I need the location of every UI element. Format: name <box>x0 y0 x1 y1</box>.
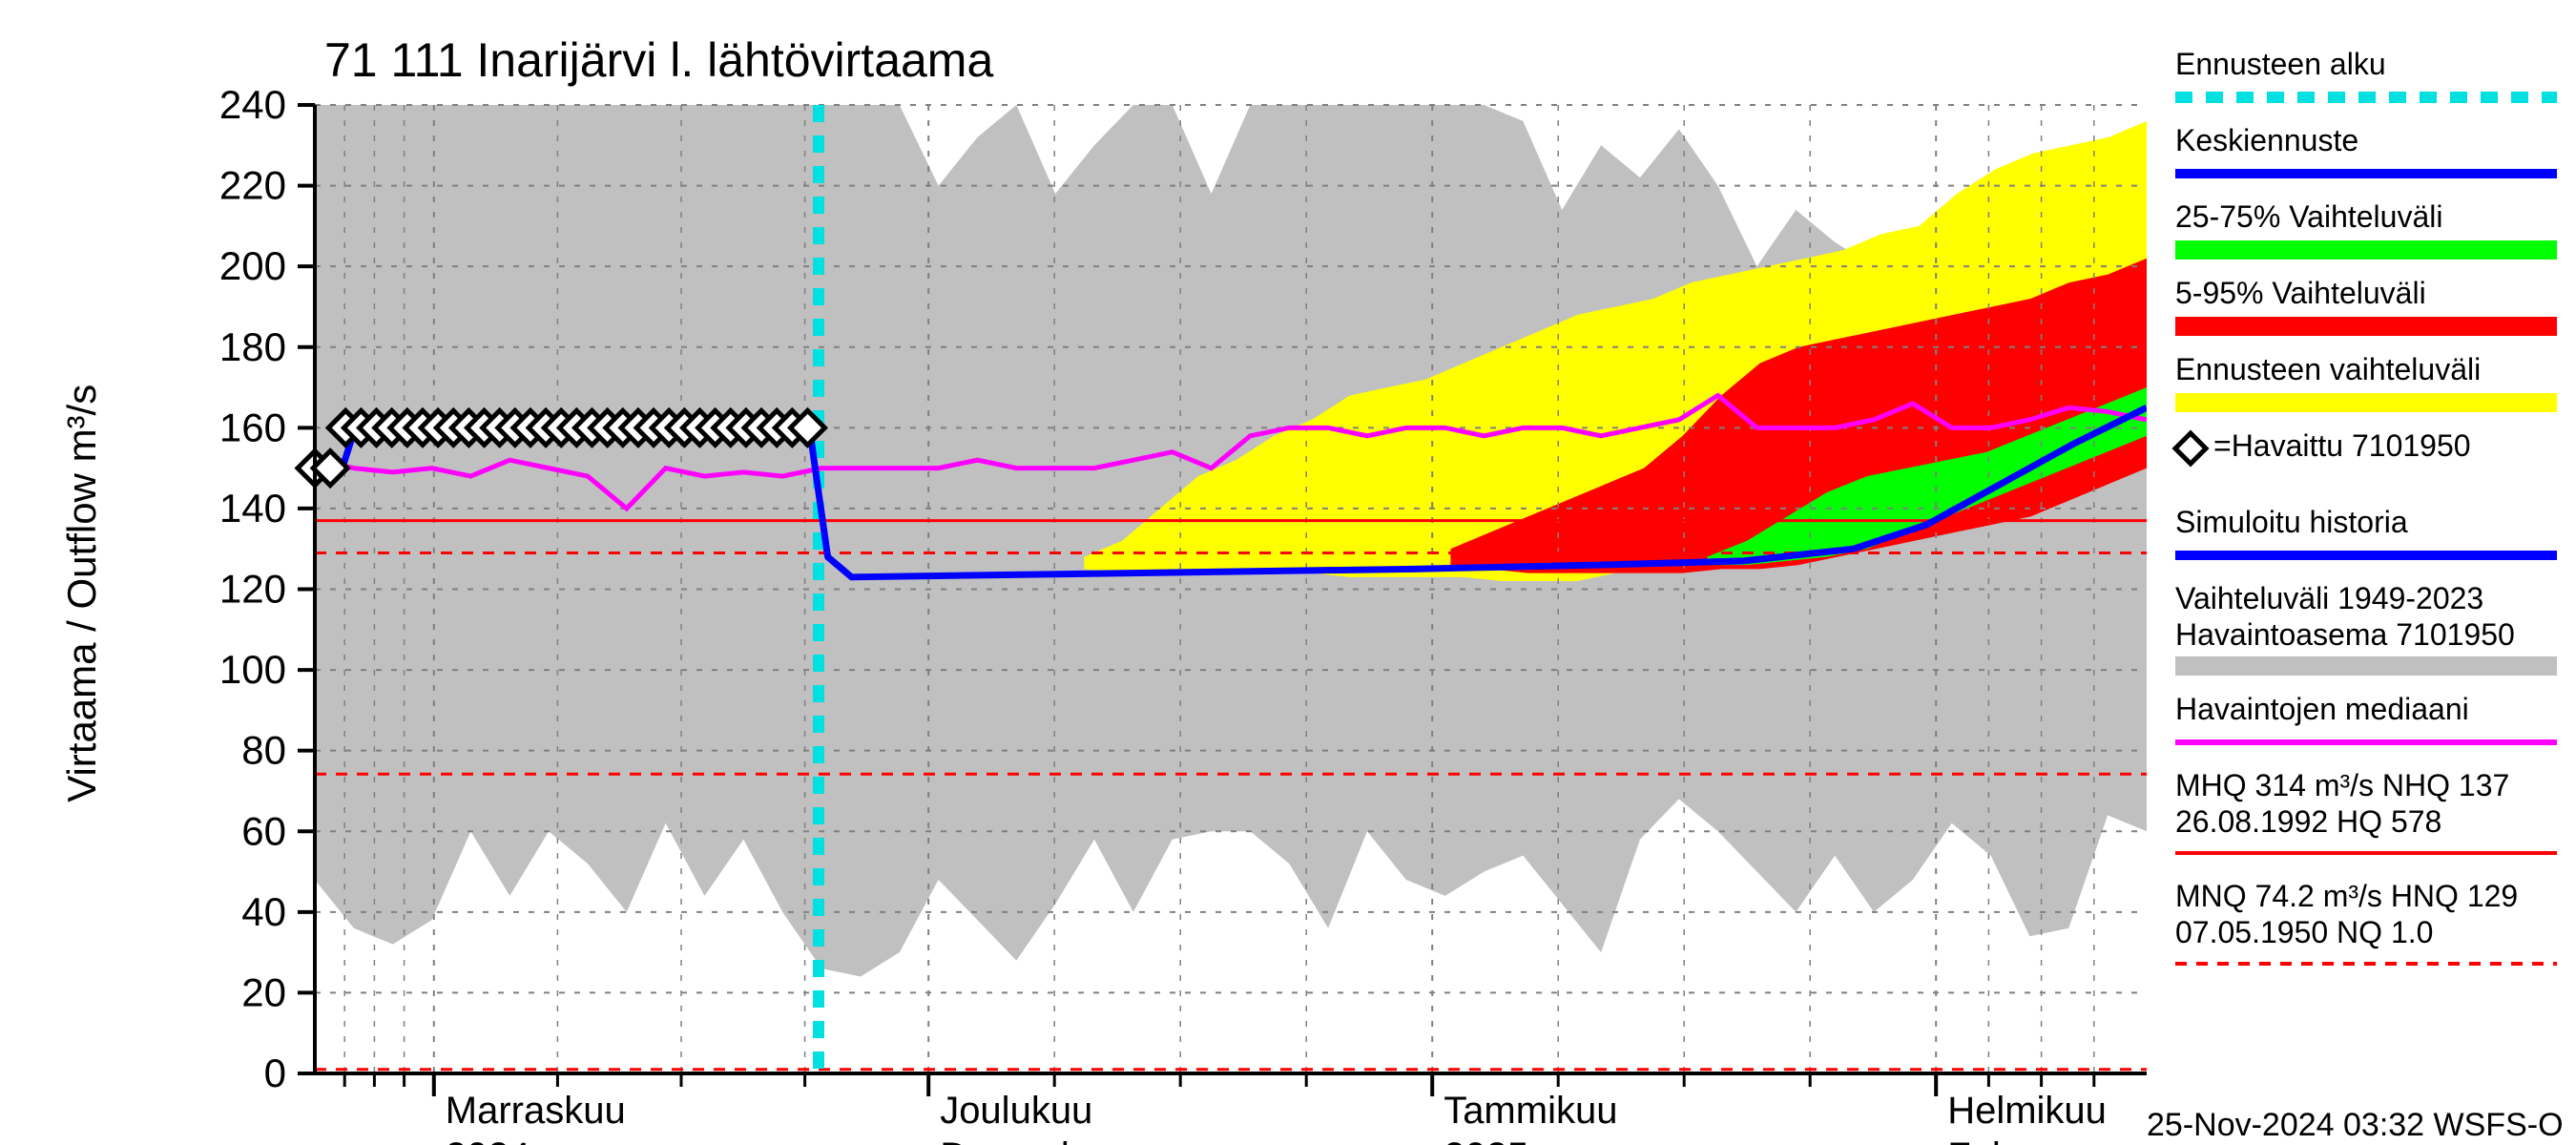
legend-swatch-band <box>2175 393 2557 412</box>
legend-label: 5-95% Vaihteluväli <box>2175 276 2426 310</box>
y-tick-label: 220 <box>219 163 286 208</box>
legend-swatch-band <box>2175 240 2557 260</box>
y-tick-label: 140 <box>219 486 286 531</box>
legend-label: Ennusteen vaihteluväli <box>2175 352 2481 386</box>
legend-label: Simuloitu historia <box>2175 505 2408 539</box>
y-tick-label: 180 <box>219 324 286 369</box>
legend-label: Havaintojen mediaani <box>2175 692 2469 726</box>
legend-label: Vaihteluväli 1949-2023 <box>2175 581 2483 615</box>
y-tick-label: 100 <box>219 647 286 692</box>
x-tick-label: Tammikuu <box>1444 1090 1617 1132</box>
legend-label: 25-75% Vaihteluväli <box>2175 199 2442 234</box>
legend-label: MHQ 314 m³/s NHQ 137 <box>2175 768 2509 802</box>
x-tick-label2: 2024 <box>446 1135 530 1145</box>
legend-label: Ennusteen alku <box>2175 47 2386 81</box>
legend-label2: 26.08.1992 HQ 578 <box>2175 804 2441 839</box>
y-tick-label: 120 <box>219 567 286 612</box>
y-tick-label: 60 <box>241 808 286 853</box>
chart-footer: 25-Nov-2024 03:32 WSFS-O <box>2147 1107 2564 1143</box>
y-tick-label: 200 <box>219 243 286 288</box>
legend-swatch-band <box>2175 656 2557 676</box>
x-tick-label: Helmikuu <box>1947 1090 2107 1132</box>
y-axis-label: Virtaama / Outflow m³/s <box>59 385 104 802</box>
y-tick-label: 20 <box>241 969 286 1014</box>
x-tick-label2: February <box>1947 1135 2100 1145</box>
legend-label: MNQ 74.2 m³/s HNQ 129 <box>2175 879 2518 913</box>
y-tick-label: 40 <box>241 889 286 934</box>
y-tick-label: 160 <box>219 405 286 449</box>
chart-svg: 0 20 40 60 80 100 120 140 160 180 200 220 240 Marrask… <box>0 0 2576 1145</box>
x-tick-label: Joulukuu <box>940 1090 1092 1132</box>
legend-swatch-band <box>2175 317 2557 336</box>
y-tick-label: 240 <box>219 82 286 127</box>
chart-root: 0 20 40 60 80 100 120 140 160 180 200 220 240 Marrask… <box>0 0 2576 1145</box>
legend-label2: 07.05.1950 NQ 1.0 <box>2175 915 2433 949</box>
legend-swatch-diamond <box>2175 433 2206 464</box>
y-tick-label: 0 <box>264 1051 286 1095</box>
legend-label: =Havaittu 7101950 <box>2213 428 2471 463</box>
x-tick-label2: 2025 <box>1444 1135 1528 1145</box>
legend-label: Keskiennuste <box>2175 123 2358 157</box>
legend-label2: Havaintoasema 7101950 <box>2175 617 2515 652</box>
x-tick-label2: December <box>940 1135 1116 1145</box>
x-tick-label: Marraskuu <box>446 1090 626 1132</box>
y-tick-label: 80 <box>241 728 286 773</box>
chart-title: 71 111 Inarijärvi l. lähtövirtaama <box>324 33 993 87</box>
